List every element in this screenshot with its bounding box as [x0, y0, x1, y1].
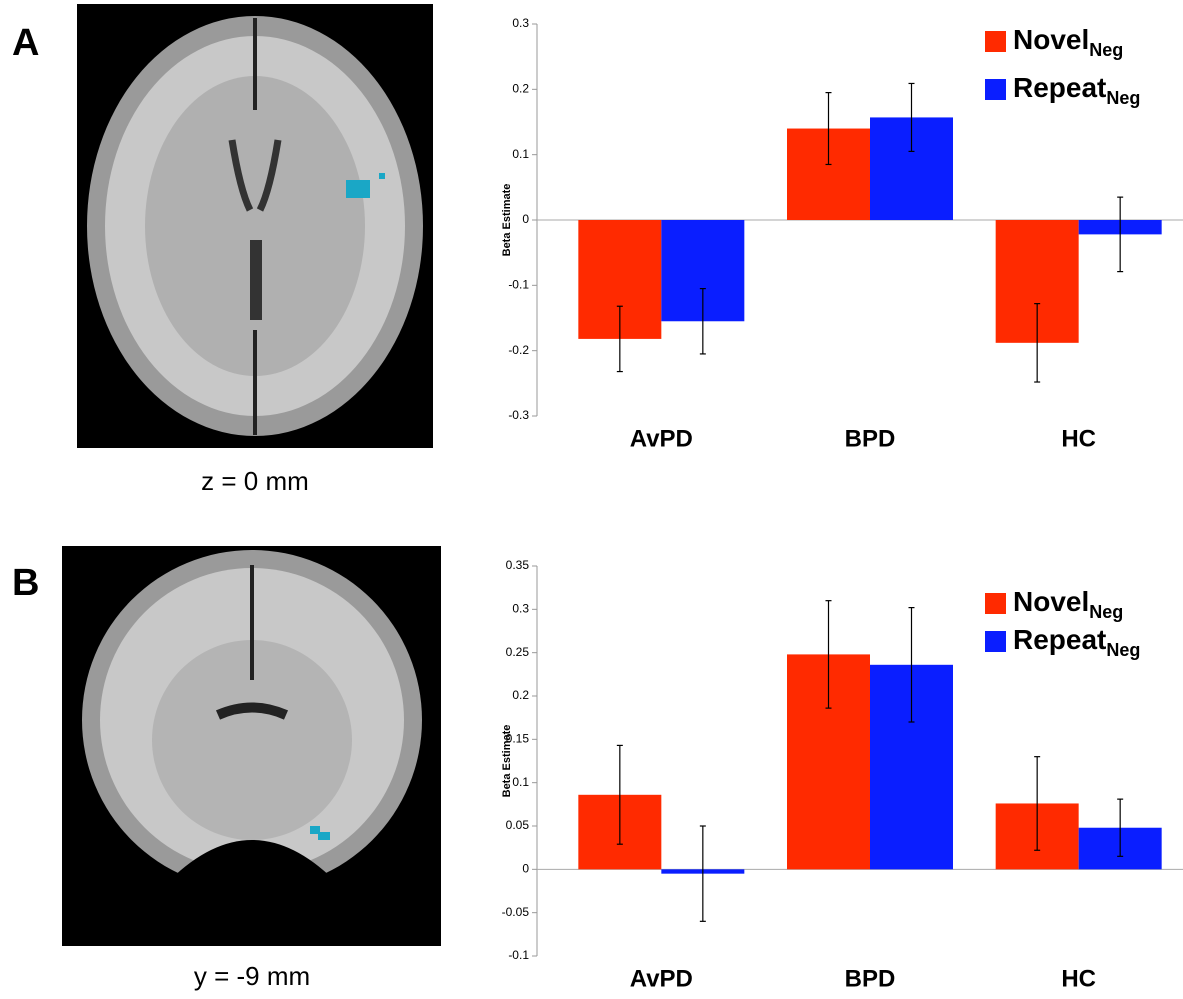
- y-tick-label: 0: [522, 862, 529, 876]
- y-tick-label: -0.3: [508, 408, 529, 422]
- y-tick-label: 0.15: [506, 732, 530, 746]
- y-tick-label: 0.05: [506, 818, 530, 832]
- brain-image-b: [62, 546, 441, 946]
- legend-name: Repeat: [1013, 624, 1106, 655]
- y-tick-label: 0.2: [512, 82, 529, 96]
- y-tick-label: 0.3: [512, 602, 529, 616]
- legend-label: NovelNeg: [1013, 24, 1123, 59]
- y-tick-label: 0.3: [512, 16, 529, 30]
- legend-subscript: Neg: [1106, 88, 1140, 108]
- legend-swatch: [985, 631, 1006, 652]
- panel-label: A: [12, 22, 39, 64]
- x-tick-label: HC: [1061, 965, 1096, 992]
- x-tick-label: BPD: [845, 425, 896, 452]
- y-tick-label: 0: [522, 212, 529, 226]
- panel-label: B: [12, 562, 39, 604]
- legend-swatch: [985, 593, 1006, 614]
- legend-name: Novel: [1013, 24, 1089, 55]
- y-tick-label: -0.05: [502, 905, 530, 919]
- y-tick-label: 0.35: [506, 558, 530, 572]
- image-caption: z = 0 mm: [201, 466, 309, 496]
- y-tick-label: 0.25: [506, 645, 530, 659]
- y-tick-label: 0.1: [512, 147, 529, 161]
- x-tick-label: HC: [1061, 425, 1096, 452]
- legend-name: Novel: [1013, 586, 1089, 617]
- legend-swatch: [985, 31, 1006, 52]
- x-tick-label: AvPD: [630, 425, 693, 452]
- legend-subscript: Neg: [1106, 640, 1140, 660]
- figure: Az = 0 mm Beta Estimate -0.3 -0.2 -0.1 0 0.1 0.…: [0, 0, 1183, 999]
- legend-label: RepeatNeg: [1013, 72, 1140, 107]
- image-caption: y = -9 mm: [194, 961, 310, 991]
- y-tick-label: 0.2: [512, 688, 529, 702]
- y-tick-label: -0.1: [508, 278, 529, 292]
- legend-label: RepeatNeg: [1013, 624, 1140, 659]
- y-axis-label: Beta Estimate: [501, 184, 513, 257]
- x-tick-label: BPD: [845, 965, 896, 992]
- y-tick-label: 0.1: [512, 775, 529, 789]
- legend-subscript: Neg: [1089, 40, 1123, 60]
- legend-subscript: Neg: [1089, 602, 1123, 622]
- y-tick-label: -0.1: [508, 948, 529, 962]
- x-tick-label: AvPD: [630, 965, 693, 992]
- legend-label: NovelNeg: [1013, 586, 1123, 621]
- legend-swatch: [985, 79, 1006, 100]
- y-tick-label: -0.2: [508, 343, 529, 357]
- brain-image-a: [77, 4, 433, 448]
- legend-name: Repeat: [1013, 72, 1106, 103]
